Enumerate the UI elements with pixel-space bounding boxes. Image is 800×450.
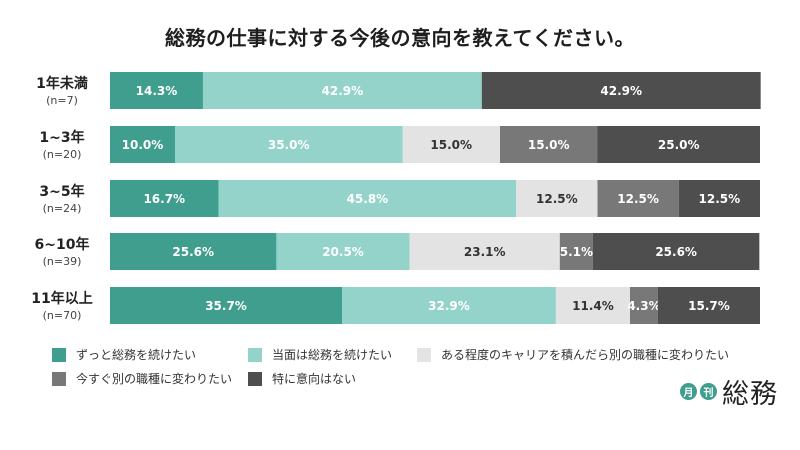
data-label: 42.9%: [600, 84, 642, 98]
bar-segment: [592, 233, 760, 270]
data-label: 16.7%: [143, 192, 185, 206]
data-label: 4.3%: [627, 299, 660, 313]
legend-item-1: ずっと総務を続けたい: [52, 346, 196, 363]
data-label: 11.4%: [572, 299, 614, 313]
bar-segment: [597, 126, 760, 163]
category-label: 1~3年: [39, 129, 84, 146]
category-n-label: (n=70): [43, 309, 82, 322]
legend-swatch-5: [248, 371, 262, 386]
category-n-label: (n=24): [43, 202, 82, 215]
legend-item-5: 特に意向はない: [248, 370, 356, 387]
legend-swatch-2: [248, 347, 262, 362]
data-label: 15.7%: [688, 299, 730, 313]
bar-segment: [500, 126, 598, 163]
bar-segment: [110, 126, 175, 163]
category-label: 11年以上: [31, 290, 92, 307]
bar-segment: [555, 287, 630, 324]
bar-segment: [630, 287, 658, 324]
data-label: 20.5%: [322, 245, 364, 259]
data-label: 14.3%: [136, 84, 178, 98]
legend-swatch-1: [52, 347, 66, 362]
data-label: 25.6%: [655, 245, 697, 259]
data-label: 42.9%: [322, 84, 364, 98]
bar-segment: [402, 126, 500, 163]
bar-segment: [218, 180, 517, 217]
category-n-label: (n=39): [43, 255, 82, 268]
data-label: 15.0%: [430, 138, 472, 152]
data-label: 12.5%: [617, 192, 659, 206]
data-label: 35.0%: [268, 138, 310, 152]
legend-swatch-4: [52, 371, 66, 386]
logo-badge-1: 月: [680, 383, 697, 400]
data-label: 45.8%: [347, 192, 389, 206]
legend-label-2: 当面は総務を続けたい: [272, 348, 393, 362]
legend-label-3: ある程度のキャリアを積んだら別の職種に変わりたい: [441, 348, 730, 362]
data-label: 25.6%: [172, 245, 214, 259]
bar-segment: [597, 180, 679, 217]
bar-segment: [678, 180, 760, 217]
data-label: 25.0%: [658, 138, 700, 152]
bar-segment: [516, 180, 598, 217]
category-label: 3~5年: [39, 183, 84, 200]
chart-title: 総務の仕事に対する今後の意向を教えてください。: [165, 26, 635, 50]
data-label: 35.7%: [205, 299, 247, 313]
legend-item-3: ある程度のキャリアを積んだら別の職種に変わりたい: [417, 346, 729, 363]
bar-segment: [409, 233, 560, 270]
bar-segment: [110, 72, 203, 109]
bar-segment: [276, 233, 410, 270]
legend-item-4: 今すぐ別の職種に変わりたい: [52, 370, 232, 387]
data-label: 12.5%: [699, 192, 741, 206]
gekkan-soumu-logo: 月 刊 総務: [680, 372, 778, 411]
category-label: 6~10年: [35, 236, 90, 253]
legend-label-1: ずっと総務を続けたい: [76, 348, 197, 362]
logo-badge-2: 刊: [700, 383, 717, 400]
data-label: 32.9%: [428, 299, 470, 313]
data-label: 12.5%: [536, 192, 578, 206]
legend-label-4: 今すぐ別の職種に変わりたい: [76, 372, 233, 386]
bar-segment: [110, 287, 343, 324]
legend-item-2: 当面は総務を続けたい: [248, 346, 392, 363]
logo-word: 総務: [722, 379, 778, 410]
bar-segment: [110, 233, 277, 270]
bar-segment: [175, 126, 403, 163]
category-label: 1年未満: [36, 75, 88, 92]
bar-segment: [110, 180, 219, 217]
data-label: 23.1%: [464, 245, 506, 259]
bar-segment: [559, 233, 593, 270]
bar-segment: [342, 287, 556, 324]
legend-label-5: 特に意向はない: [272, 372, 357, 386]
category-n-label: (n=7): [46, 94, 78, 107]
category-n-label: (n=20): [43, 148, 82, 161]
data-label: 10.0%: [122, 138, 164, 152]
data-label: 5.1%: [560, 245, 593, 259]
bar-segment: [481, 72, 761, 109]
bar-segment: [202, 72, 482, 109]
bar-segment: [657, 287, 760, 324]
legend-swatch-3: [417, 347, 431, 362]
data-label: 15.0%: [528, 138, 570, 152]
